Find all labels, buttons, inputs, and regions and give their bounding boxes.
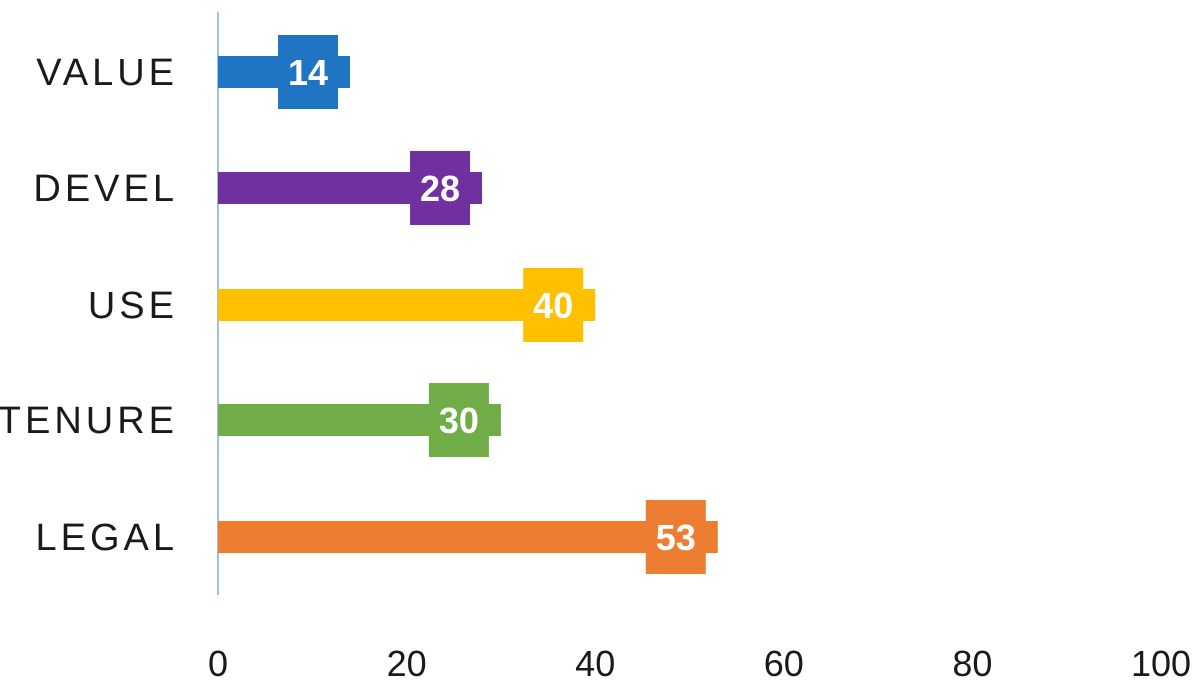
category-label-devel: DEVEL <box>33 168 178 210</box>
data-label-box-value <box>278 35 339 109</box>
data-label-box-tenure <box>428 383 489 457</box>
data-label-legal: 53 <box>656 517 696 558</box>
data-label-box-use <box>523 268 584 342</box>
x-tick-label: 100 <box>1131 643 1191 684</box>
x-tick-label: 20 <box>387 643 427 684</box>
data-label-box-legal <box>645 500 706 574</box>
x-axis-ticks: 0 20 40 60 80 100 <box>208 643 1191 684</box>
data-label-devel: 28 <box>420 168 460 209</box>
category-label-legal: LEGAL <box>35 517 178 559</box>
bar-legal <box>218 521 718 553</box>
category-labels: VALUE DEVEL USE TENURE LEGAL <box>0 52 178 559</box>
data-label-value: 14 <box>288 52 328 93</box>
x-tick-label: 60 <box>764 643 804 684</box>
bars-layer: 14 28 40 30 53 <box>218 35 718 574</box>
x-tick-label: 0 <box>208 643 228 684</box>
x-tick-label: 80 <box>952 643 992 684</box>
x-tick-label: 40 <box>575 643 615 684</box>
category-label-tenure: TENURE <box>0 400 178 442</box>
category-label-use: USE <box>88 285 178 327</box>
data-label-tenure: 30 <box>439 400 479 441</box>
data-label-use: 40 <box>533 285 573 326</box>
category-label-value: VALUE <box>36 52 178 94</box>
data-label-box-devel <box>410 151 471 225</box>
